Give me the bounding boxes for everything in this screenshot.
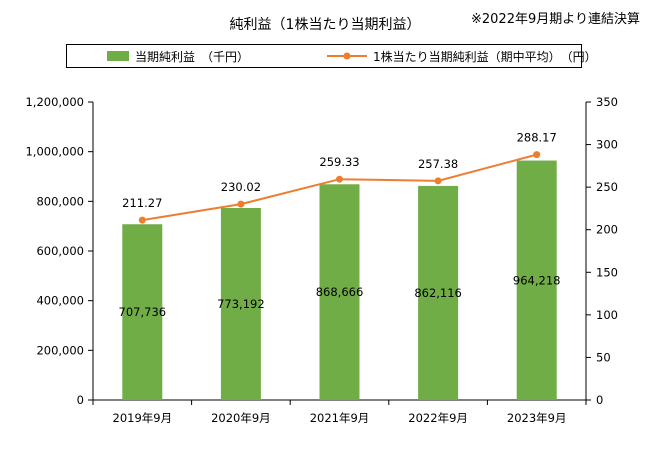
bar xyxy=(516,160,557,400)
right-tick-label: 0 xyxy=(596,393,603,407)
chart-title: 純利益（1株当たり当期利益） xyxy=(229,17,421,33)
bar xyxy=(220,207,261,400)
bar xyxy=(122,224,163,400)
x-tick-label: 2020年9月 xyxy=(211,411,271,425)
legend-line-swatch xyxy=(327,52,367,60)
eps-value-label: 259.33 xyxy=(319,155,359,169)
x-tick-label: 2022年9月 xyxy=(408,411,468,425)
bar xyxy=(418,185,459,400)
x-tick-label: 2019年9月 xyxy=(113,411,173,425)
left-tick-label: 1,000,000 xyxy=(25,145,84,159)
x-tick-label: 2021年9月 xyxy=(310,411,370,425)
eps-value-label: 288.17 xyxy=(517,131,557,145)
legend-item-net-income: 当期純利益 （千円） xyxy=(107,45,249,67)
x-tick-label: 2023年9月 xyxy=(507,411,567,425)
bar-value-label: 773,192 xyxy=(217,297,265,311)
bar-value-label: 862,116 xyxy=(414,286,462,300)
eps-point xyxy=(138,216,146,224)
right-tick-label: 250 xyxy=(596,180,618,194)
right-tick-label: 50 xyxy=(596,350,611,364)
bar xyxy=(319,184,360,400)
left-tick-label: 600,000 xyxy=(36,244,84,258)
bar-series xyxy=(122,160,557,400)
data-labels: 707,736 773,192 868,666 862,116 964,218 211.2… xyxy=(119,131,561,319)
right-tick-label: 100 xyxy=(596,308,618,322)
eps-value-label: 257.38 xyxy=(418,157,458,171)
left-tick-label: 1,200,000 xyxy=(25,95,84,109)
left-tick-label: 400,000 xyxy=(36,294,84,308)
legend-label-eps: 1株当たり当期純利益（期中平均） （円） xyxy=(373,49,597,64)
eps-point xyxy=(237,200,245,208)
eps-point xyxy=(434,177,442,185)
bar-value-label: 868,666 xyxy=(316,285,364,299)
legend-bar-swatch xyxy=(107,51,129,61)
right-tick-label: 150 xyxy=(596,265,618,279)
eps-point xyxy=(533,151,541,159)
bar-value-label: 964,218 xyxy=(513,273,561,287)
left-tick-label: 800,000 xyxy=(36,194,84,208)
line-series xyxy=(138,151,541,224)
left-tick-label: 200,000 xyxy=(36,343,84,357)
bar-value-label: 707,736 xyxy=(119,305,167,319)
eps-point xyxy=(336,175,343,183)
right-tick-label: 200 xyxy=(596,223,618,237)
right-tick-label: 300 xyxy=(596,138,618,152)
legend-item-eps: 1株当たり当期純利益（期中平均） （円） xyxy=(327,45,597,67)
eps-value-label: 211.27 xyxy=(122,196,162,210)
legend-label-net-income: 当期純利益 （千円） xyxy=(135,49,250,64)
chart-legend: 当期純利益 （千円） 1株当たり当期純利益（期中平均） （円） xyxy=(66,44,597,68)
eps-value-label: 230.02 xyxy=(221,180,261,194)
consolidated-note: ※2022年9月期より連結決算 xyxy=(471,12,640,27)
left-tick-label: 0 xyxy=(77,393,84,407)
right-tick-label: 350 xyxy=(596,95,618,109)
